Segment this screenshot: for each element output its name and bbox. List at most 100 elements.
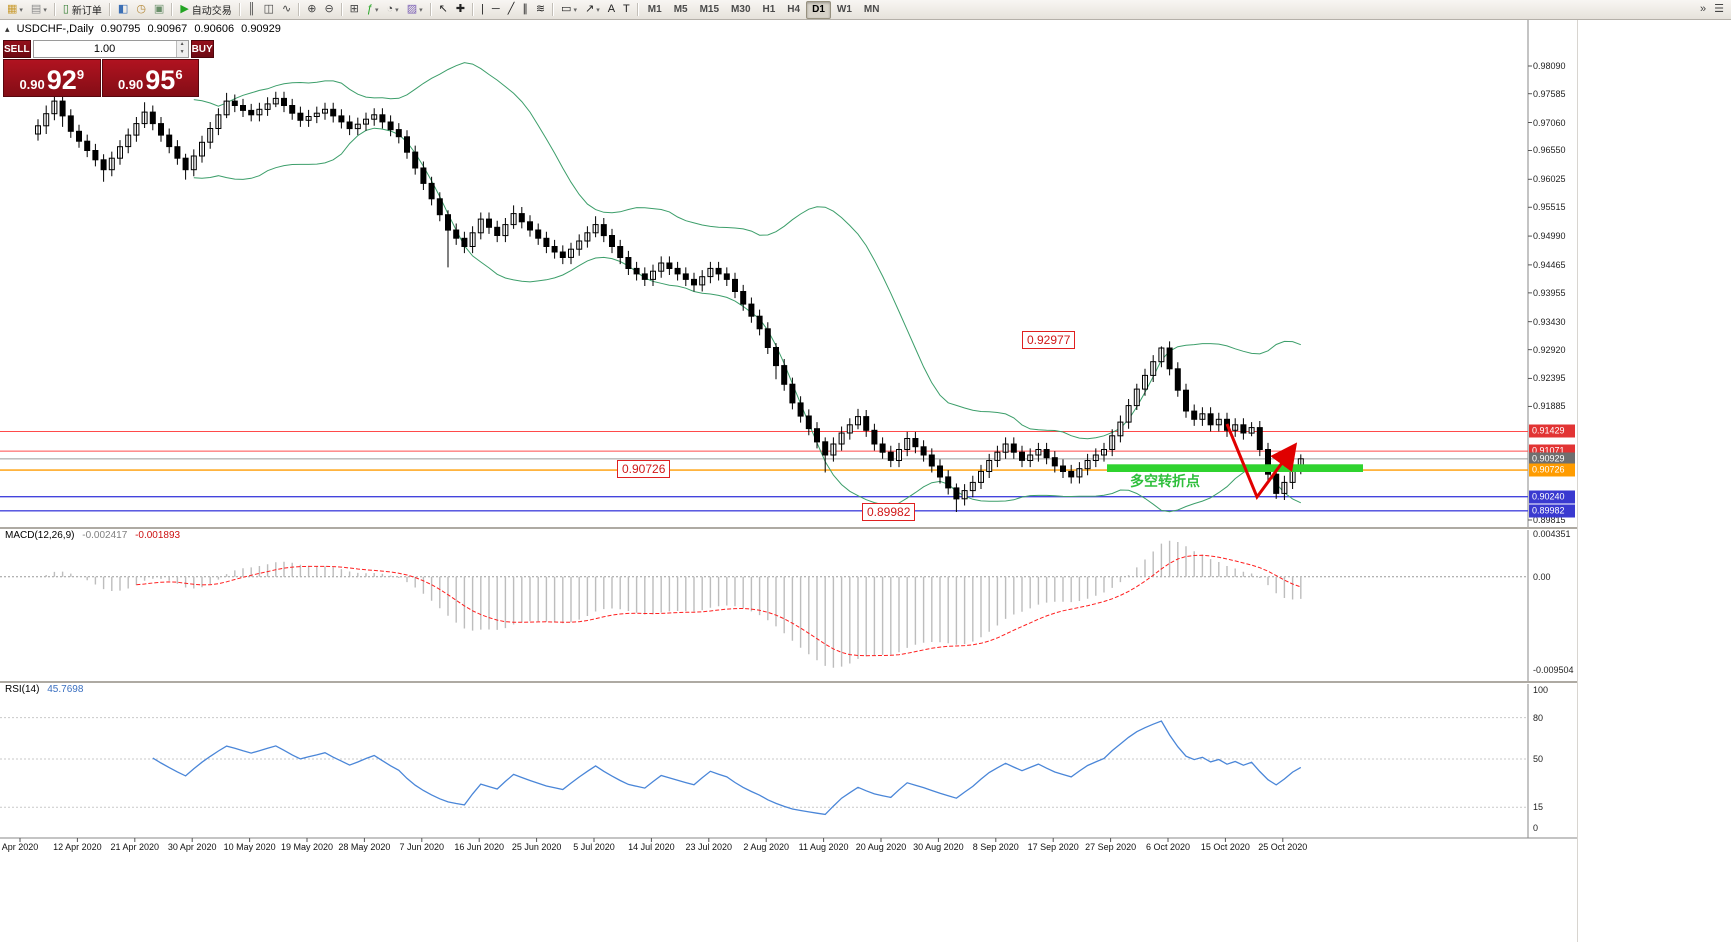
macd-histogram xyxy=(45,540,1302,668)
new-order-button[interactable]: ▯ 新订单 xyxy=(59,1,106,19)
macd-scale-label: 0.00 xyxy=(1533,571,1551,582)
templates-button[interactable]: ▨ ▾ xyxy=(403,1,427,19)
one-click-trading-panel: SELL ▲ ▼ BUY 0.90 92 9 0.90 95 6 xyxy=(3,40,214,97)
arrows-icon: ↗ xyxy=(584,3,595,15)
date-label: 20 Aug 2020 xyxy=(855,842,907,852)
zoom-in-button[interactable]: ⊕ xyxy=(303,1,320,19)
tile-windows-icon: ⊞ xyxy=(349,3,359,15)
timeframe-h1-button[interactable]: H1 xyxy=(762,4,776,15)
ohlc-low: 0.90606 xyxy=(194,23,235,35)
toolbar-separator xyxy=(171,3,174,16)
price-callout[interactable]: 0.90726 xyxy=(617,460,671,478)
vertical-line-button[interactable]: | xyxy=(477,1,488,19)
toolbar-menu-icon: ☰ xyxy=(1714,3,1724,15)
cursor-button[interactable]: ↖ xyxy=(435,1,452,19)
navigator-icon: ◷ xyxy=(136,3,146,15)
price-tick-label: 0.98090 xyxy=(1533,61,1566,71)
timeframe-d1-button[interactable]: D1 xyxy=(806,0,831,19)
indicators-button[interactable]: ƒ ▾ xyxy=(363,1,383,19)
navigator-button[interactable]: ◷ xyxy=(132,1,150,19)
arrows-button[interactable]: ↗ ▾ xyxy=(581,1,604,19)
periods-menu-button[interactable]: ◔ ▾ xyxy=(383,1,403,19)
rsi-line xyxy=(152,720,1302,816)
date-label: 11 Aug 2020 xyxy=(798,842,849,852)
market-watch-icon: ◧ xyxy=(117,3,129,15)
volume-input[interactable] xyxy=(33,41,176,57)
shapes-button[interactable]: ▭ ▾ xyxy=(557,1,581,19)
date-label: 16 Jun 2020 xyxy=(454,842,504,852)
buy-price-display[interactable]: 0.90 95 6 xyxy=(101,59,199,97)
timeframe-h4-button[interactable]: H4 xyxy=(787,4,801,15)
price-tick-label: 0.93955 xyxy=(1533,287,1566,298)
macd-panel-splitter[interactable] xyxy=(0,527,1577,530)
price-tick-label: 0.89815 xyxy=(1533,515,1566,525)
new-chart-button[interactable]: ▦ ▾ xyxy=(3,1,27,19)
bollinger-lower-band xyxy=(193,127,1302,513)
timeframe-w1-button[interactable]: W1 xyxy=(836,4,852,15)
rsi-scale-label: 0 xyxy=(1533,823,1539,833)
market-watch-button[interactable]: ◧ xyxy=(114,1,132,19)
sell-button[interactable]: SELL xyxy=(3,40,31,58)
trendline-button[interactable]: ╱ xyxy=(504,1,519,19)
price-level-box: 0.90240 xyxy=(1529,490,1575,504)
date-label: 25 Jun 2020 xyxy=(511,842,562,852)
text-button[interactable]: A xyxy=(604,1,619,19)
cursor-icon: ↖ xyxy=(438,3,448,15)
channel-button[interactable]: ∥ xyxy=(518,1,532,19)
buy-button[interactable]: BUY xyxy=(190,40,214,58)
chart-bars-icon: ║ xyxy=(247,3,256,15)
tile-windows-button[interactable]: ⊞ xyxy=(346,1,363,19)
collapse-trade-panel-icon[interactable]: ▴ xyxy=(5,24,10,34)
buy-price-prefix: 0.90 xyxy=(117,77,144,92)
support-zone-rect[interactable] xyxy=(1107,464,1363,472)
ohlc-close: 0.90929 xyxy=(241,23,281,35)
terminal-button[interactable]: ▣ xyxy=(150,1,168,19)
macd-signal-value: -0.001893 xyxy=(135,530,181,541)
price-tick-label: 0.96550 xyxy=(1533,145,1566,156)
price-callout[interactable]: 0.92977 xyxy=(1022,331,1076,349)
timeframe-m30-button[interactable]: M30 xyxy=(731,4,751,15)
chart-line-button[interactable]: ∿ xyxy=(278,1,295,19)
toolbar-separator xyxy=(429,3,432,16)
candle-wicks xyxy=(37,91,1302,512)
trend-arrow[interactable] xyxy=(1225,423,1298,501)
volume-down-icon[interactable]: ▼ xyxy=(176,49,188,57)
bollinger-bands xyxy=(193,62,1302,513)
profiles-button[interactable]: ▤ ▾ xyxy=(27,1,51,19)
price-level-box: 0.90726 xyxy=(1529,463,1575,477)
ohlc-high: 0.90967 xyxy=(147,23,188,35)
ohlc-open: 0.90795 xyxy=(100,23,141,35)
toolbar-separator xyxy=(340,3,343,16)
sell-price-display[interactable]: 0.90 92 9 xyxy=(3,59,101,97)
chart-line-icon: ∿ xyxy=(282,3,292,15)
toolbar-menu-button[interactable]: ☰ xyxy=(1710,1,1728,19)
chart-candles-button[interactable]: ◫ xyxy=(260,1,278,19)
horizontal-line-button[interactable]: ─ xyxy=(488,1,504,19)
timeframe-m5-button[interactable]: M5 xyxy=(673,4,688,15)
crosshair-button[interactable]: ✚ xyxy=(452,1,469,19)
toolbar-overflow-button[interactable]: » xyxy=(1696,1,1710,19)
dropdown-arrow-icon: ▾ xyxy=(573,6,577,14)
rsi-panel-splitter[interactable] xyxy=(0,681,1577,684)
zoom-out-button[interactable]: ⊖ xyxy=(320,1,337,19)
rsi-scale-label: 15 xyxy=(1533,802,1544,813)
timeframe-m15-button[interactable]: M15 xyxy=(699,4,720,15)
volume-spinner: ▲ ▼ xyxy=(175,41,188,57)
autotrading-button-label: 自动交易 xyxy=(191,6,232,17)
timeframe-mn-button[interactable]: MN xyxy=(863,4,880,15)
label-button[interactable]: T xyxy=(619,1,634,19)
price-level-box: 0.90929 xyxy=(1529,452,1575,466)
timeframe-m1-button[interactable]: M1 xyxy=(647,4,662,15)
chart-bars-button[interactable]: ║ xyxy=(244,1,260,19)
vertical-line-icon: | xyxy=(481,3,484,15)
bull-bear-turning-point-note[interactable]: 多空转折点 xyxy=(1130,473,1200,489)
price-tick-label: 0.95515 xyxy=(1533,202,1566,213)
macd-indicator-label: MACD(12,26,9) -0.002417 -0.001893 xyxy=(5,530,185,541)
terminal-icon: ▣ xyxy=(153,3,165,15)
volume-up-icon[interactable]: ▲ xyxy=(176,41,188,49)
autotrading-button[interactable]: ▶ 自动交易 xyxy=(176,1,235,19)
price-callout[interactable]: 0.89982 xyxy=(862,503,916,521)
fibonacci-button[interactable]: ≋ xyxy=(532,1,549,19)
